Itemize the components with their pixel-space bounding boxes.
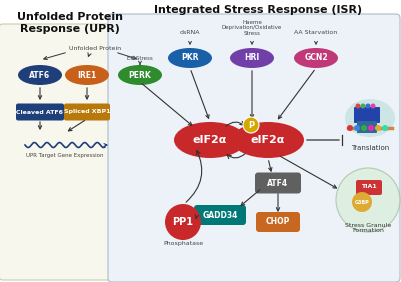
FancyBboxPatch shape <box>356 180 382 195</box>
FancyBboxPatch shape <box>108 14 400 282</box>
Ellipse shape <box>65 65 109 85</box>
Text: AA Starvation: AA Starvation <box>294 30 338 34</box>
FancyBboxPatch shape <box>16 103 64 120</box>
Ellipse shape <box>168 48 212 68</box>
Circle shape <box>375 125 381 131</box>
Circle shape <box>336 168 400 232</box>
Text: PKR: PKR <box>181 54 199 63</box>
Circle shape <box>354 125 360 131</box>
Text: Haeme
Deprivation/Oxidative
Stress: Haeme Deprivation/Oxidative Stress <box>222 20 282 36</box>
Text: ATF6: ATF6 <box>29 70 51 80</box>
Text: eIF2α: eIF2α <box>251 135 285 145</box>
FancyBboxPatch shape <box>354 107 380 123</box>
Text: Phosphatase: Phosphatase <box>163 241 203 246</box>
Ellipse shape <box>18 65 62 85</box>
Text: Integrated Stress Response (ISR): Integrated Stress Response (ISR) <box>154 5 362 15</box>
Circle shape <box>347 125 353 131</box>
FancyBboxPatch shape <box>0 24 157 280</box>
Ellipse shape <box>118 65 162 85</box>
Text: ER Stress: ER Stress <box>127 56 153 61</box>
Text: Stress Granule
Formation: Stress Granule Formation <box>345 222 391 233</box>
FancyBboxPatch shape <box>194 205 246 225</box>
FancyBboxPatch shape <box>64 103 110 120</box>
Text: HRI: HRI <box>244 54 259 63</box>
Text: Unfolded Protein: Unfolded Protein <box>69 45 121 50</box>
Ellipse shape <box>230 48 274 68</box>
Text: G3BP: G3BP <box>354 199 369 204</box>
Ellipse shape <box>174 122 246 158</box>
Ellipse shape <box>232 122 304 158</box>
Text: GCN2: GCN2 <box>304 54 328 63</box>
Text: IRE1: IRE1 <box>77 70 97 80</box>
Text: PP1: PP1 <box>172 217 194 227</box>
Circle shape <box>243 117 259 133</box>
Text: Unfolded Protein
Response (UPR): Unfolded Protein Response (UPR) <box>17 12 123 34</box>
Text: Cleaved ATF6: Cleaved ATF6 <box>16 109 63 114</box>
Text: Translation: Translation <box>351 145 389 151</box>
Circle shape <box>356 103 360 109</box>
Circle shape <box>361 125 367 131</box>
Text: GADD34: GADD34 <box>203 210 238 219</box>
Circle shape <box>360 103 365 109</box>
Text: dsRNA: dsRNA <box>180 30 200 34</box>
FancyBboxPatch shape <box>357 121 377 133</box>
Circle shape <box>365 103 371 109</box>
Text: CHOP: CHOP <box>266 217 290 226</box>
Text: UPR Target Gene Expression: UPR Target Gene Expression <box>26 153 104 158</box>
Text: ATF4: ATF4 <box>267 179 289 188</box>
FancyBboxPatch shape <box>256 212 300 232</box>
Circle shape <box>382 125 388 131</box>
Circle shape <box>371 103 375 109</box>
FancyBboxPatch shape <box>255 173 301 193</box>
Ellipse shape <box>356 192 364 198</box>
Circle shape <box>352 192 372 212</box>
Ellipse shape <box>369 189 377 195</box>
Text: PERK: PERK <box>129 70 151 80</box>
Text: eIF2α: eIF2α <box>193 135 227 145</box>
Text: TIA1: TIA1 <box>361 184 377 190</box>
Circle shape <box>165 204 201 240</box>
Circle shape <box>368 125 374 131</box>
Ellipse shape <box>345 99 395 137</box>
Text: Spliced XBP1: Spliced XBP1 <box>64 109 110 114</box>
Text: P: P <box>248 120 254 129</box>
Ellipse shape <box>362 202 370 208</box>
Ellipse shape <box>294 48 338 68</box>
